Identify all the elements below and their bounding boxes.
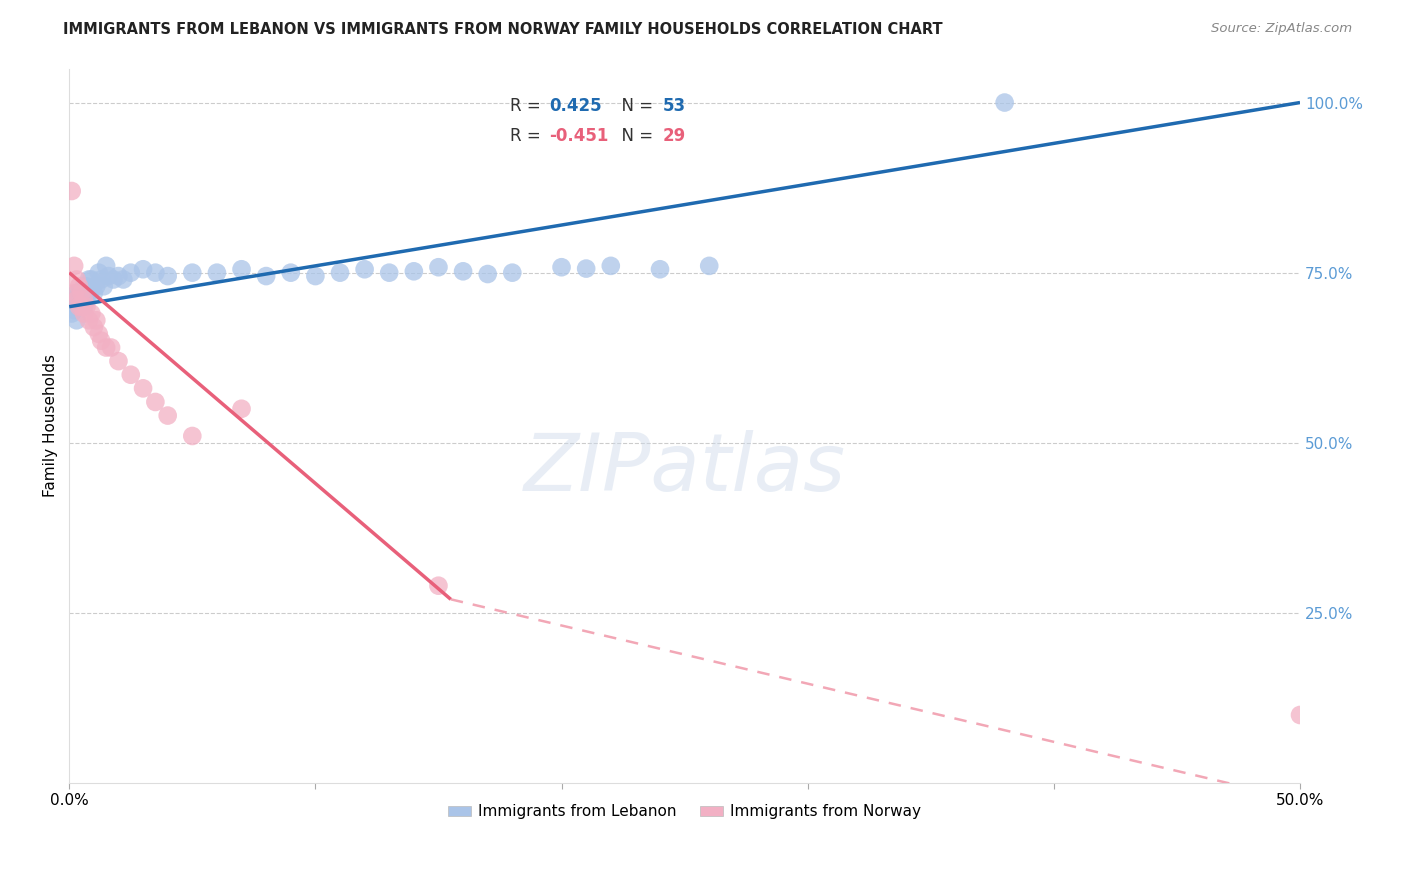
Point (96, 341, 118, 355)
Point (156, 268, 179, 283)
Point (501, 266, 523, 280)
Point (67, 300, 90, 314)
Point (77, 313, 100, 327)
Point (697, 259, 720, 273)
Point (304, 268, 326, 283)
Point (65, 272, 87, 286)
Point (65, 300, 87, 314)
Point (65, 293, 87, 307)
Point (80, 272, 103, 286)
Point (96, 259, 118, 273)
Point (100, 341, 122, 355)
Text: ZIPatlas: ZIPatlas (523, 430, 845, 508)
Point (75, 293, 97, 307)
Point (156, 409, 179, 423)
Point (231, 262, 253, 277)
Point (83, 320, 105, 334)
Text: R =: R = (510, 128, 546, 145)
Point (599, 259, 621, 273)
Point (65, 313, 87, 327)
Text: 53: 53 (662, 97, 686, 115)
Text: R =: R = (510, 97, 546, 115)
Point (77, 272, 100, 286)
Point (103, 272, 125, 286)
Text: -0.451: -0.451 (550, 128, 609, 145)
Point (87, 326, 110, 341)
Text: 29: 29 (662, 128, 686, 145)
Point (205, 266, 228, 280)
Point (132, 381, 155, 395)
Point (254, 268, 277, 283)
Point (67, 279, 90, 293)
Point (63, 259, 86, 273)
Point (80, 306, 103, 320)
Point (67, 296, 90, 310)
Point (427, 260, 450, 275)
Point (70, 300, 93, 314)
Point (97, 268, 120, 283)
Point (90, 334, 112, 348)
Point (120, 368, 142, 382)
Point (329, 266, 352, 280)
Point (112, 272, 135, 286)
Point (70, 289, 93, 303)
Point (65, 286, 87, 301)
Point (63, 286, 86, 301)
Point (73, 293, 96, 307)
Point (550, 260, 572, 275)
Point (231, 401, 253, 416)
Point (181, 429, 204, 443)
Text: 0.425: 0.425 (550, 97, 602, 115)
Point (575, 261, 598, 276)
Point (93, 279, 115, 293)
Point (107, 354, 129, 368)
Point (60, 184, 83, 198)
Point (67, 286, 90, 301)
Point (145, 266, 167, 280)
Point (90, 272, 112, 286)
Point (77, 286, 100, 301)
Point (63, 293, 86, 307)
Point (280, 266, 302, 280)
Point (73, 279, 96, 293)
Point (181, 266, 204, 280)
Point (70, 286, 93, 301)
Legend: Immigrants from Lebanon, Immigrants from Norway: Immigrants from Lebanon, Immigrants from… (441, 798, 928, 825)
Text: N =: N = (610, 128, 658, 145)
Y-axis label: Family Households: Family Households (44, 354, 58, 497)
Point (145, 395, 167, 409)
Point (1289, 708, 1312, 723)
Point (60, 306, 83, 320)
Point (353, 262, 375, 277)
Point (477, 267, 499, 281)
Point (73, 286, 96, 301)
Point (427, 579, 450, 593)
Point (87, 266, 110, 280)
Point (378, 266, 401, 280)
Text: Source: ZipAtlas.com: Source: ZipAtlas.com (1212, 22, 1353, 36)
Point (402, 264, 425, 278)
Point (132, 262, 155, 277)
Point (107, 268, 129, 283)
Point (73, 300, 96, 314)
Point (84, 279, 107, 293)
Point (70, 300, 93, 314)
Point (451, 264, 474, 278)
Point (120, 266, 142, 280)
Point (75, 300, 97, 314)
Point (75, 279, 97, 293)
Point (84, 313, 107, 327)
Text: IMMIGRANTS FROM LEBANON VS IMMIGRANTS FROM NORWAY FAMILY HOUSEHOLDS CORRELATION : IMMIGRANTS FROM LEBANON VS IMMIGRANTS FR… (63, 22, 943, 37)
Point (648, 262, 671, 277)
Text: N =: N = (610, 97, 658, 115)
Point (80, 283, 103, 297)
Point (994, 95, 1017, 110)
Point (73, 306, 96, 320)
Point (63, 303, 86, 318)
Point (83, 286, 105, 301)
